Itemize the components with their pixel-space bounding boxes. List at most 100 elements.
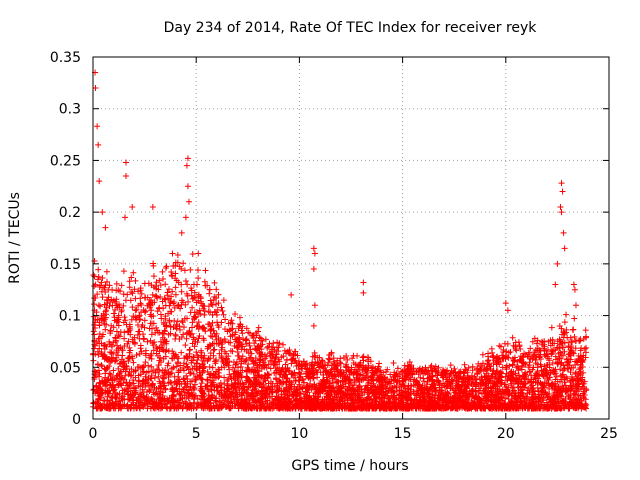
- data-point: [122, 317, 129, 324]
- data-point: [129, 290, 136, 297]
- data-point: [506, 363, 513, 370]
- data-point: [138, 323, 145, 330]
- data-point: [571, 333, 578, 340]
- data-point: [522, 361, 529, 368]
- data-point: [151, 339, 158, 346]
- data-point: [138, 348, 145, 355]
- data-point: [181, 384, 188, 391]
- data-point: [359, 354, 366, 361]
- data-point: [179, 319, 186, 326]
- data-point: [534, 364, 541, 371]
- data-point: [204, 345, 211, 352]
- data-point: [195, 267, 202, 274]
- data-point: [215, 300, 222, 307]
- data-point: [211, 346, 218, 353]
- data-point: [572, 345, 579, 352]
- data-point: [169, 273, 176, 280]
- data-point: [552, 376, 559, 383]
- data-point: [133, 351, 140, 358]
- data-point: [181, 267, 188, 274]
- data-point: [413, 368, 420, 375]
- data-point: [321, 361, 328, 368]
- data-point: [164, 292, 171, 299]
- data-point: [167, 379, 174, 386]
- data-point: [574, 388, 581, 395]
- data-point: [143, 369, 150, 376]
- data-point: [99, 294, 106, 301]
- data-point: [211, 340, 218, 347]
- data-point: [280, 341, 287, 348]
- data-point: [252, 355, 259, 362]
- data-point: [91, 331, 98, 338]
- data-point: [103, 366, 110, 373]
- data-point: [530, 378, 537, 385]
- data-point: [337, 382, 344, 389]
- data-point: [531, 335, 538, 342]
- data-point: [479, 351, 486, 358]
- data-point: [561, 319, 568, 326]
- data-point: [130, 359, 137, 366]
- data-point: [182, 342, 189, 349]
- data-point: [125, 338, 132, 345]
- data-point: [257, 337, 264, 344]
- data-point: [232, 361, 239, 368]
- data-point: [167, 298, 174, 305]
- data-point: [118, 282, 125, 289]
- data-point: [122, 372, 129, 379]
- data-point: [124, 291, 131, 298]
- data-point: [576, 337, 583, 344]
- data-point: [303, 383, 310, 390]
- data-point: [190, 281, 197, 288]
- data-point: [507, 348, 514, 355]
- data-point: [553, 373, 560, 380]
- data-point: [325, 355, 332, 362]
- data-point: [247, 346, 254, 353]
- data-point: [140, 331, 147, 338]
- data-point: [132, 307, 139, 314]
- data-point: [229, 364, 236, 371]
- data-point: [207, 342, 214, 349]
- data-point: [448, 376, 455, 383]
- data-point: [189, 324, 196, 331]
- data-point: [262, 336, 269, 343]
- data-point: [583, 333, 590, 340]
- data-point: [126, 284, 133, 291]
- data-point: [477, 363, 484, 370]
- data-point: [124, 340, 131, 347]
- data-point: [91, 294, 98, 301]
- data-point: [242, 379, 249, 386]
- data-point: [117, 344, 124, 351]
- data-point: [180, 324, 187, 331]
- data-point: [245, 390, 252, 397]
- data-point: [577, 347, 584, 354]
- data-point: [542, 353, 549, 360]
- data-point: [276, 340, 283, 347]
- data-point: [160, 275, 166, 282]
- data-point: [184, 281, 191, 288]
- data-point: [538, 338, 545, 345]
- data-point: [105, 376, 112, 383]
- data-point: [157, 311, 164, 318]
- data-point: [190, 353, 197, 360]
- data-point: [142, 373, 149, 380]
- data-point: [218, 304, 225, 311]
- data-point: [509, 362, 516, 369]
- data-point: [100, 284, 107, 291]
- data-point: [189, 304, 196, 311]
- data-point: [543, 367, 550, 374]
- data-point: [462, 366, 469, 373]
- data-point: [299, 384, 306, 391]
- data-point: [175, 302, 182, 309]
- data-point: [266, 340, 273, 347]
- data-point: [139, 386, 146, 393]
- data-point: [483, 385, 490, 392]
- data-point: [436, 382, 443, 389]
- data-point: [113, 328, 120, 335]
- data-point: [259, 341, 266, 348]
- data-point: [568, 347, 575, 354]
- data-point: [180, 331, 187, 338]
- data-point: [530, 354, 537, 361]
- data-point: [157, 282, 164, 289]
- data-point: [328, 362, 335, 369]
- data-point: [148, 282, 155, 289]
